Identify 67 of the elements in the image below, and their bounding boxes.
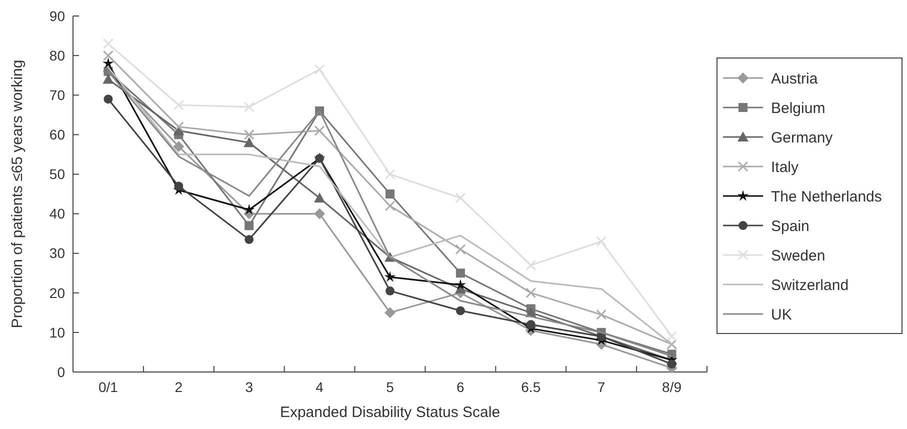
x-tick-label: 4 — [316, 379, 324, 395]
point — [526, 260, 536, 270]
y-tick-label: 20 — [49, 284, 66, 301]
x-axis-title: Expanded Disability Status Scale — [280, 404, 500, 421]
point — [244, 221, 254, 230]
point — [455, 244, 466, 255]
x-tick-label: 5 — [386, 379, 394, 395]
point — [102, 57, 114, 68]
point — [666, 339, 678, 350]
point — [244, 137, 255, 148]
legend-label: Austria — [771, 70, 818, 88]
point — [314, 192, 326, 202]
point — [526, 320, 536, 330]
point — [314, 125, 325, 136]
point — [173, 122, 184, 132]
point — [244, 234, 254, 244]
point — [174, 182, 184, 191]
point — [314, 64, 325, 75]
x-tick-label: 3 — [245, 379, 254, 395]
point — [102, 50, 114, 61]
point — [456, 268, 465, 278]
point — [596, 236, 607, 247]
x-tick-label: 2 — [174, 379, 183, 395]
point — [384, 168, 396, 180]
x-tick-label: 0/1 — [98, 379, 118, 395]
point — [456, 306, 465, 316]
y-tick-label: 80 — [49, 47, 66, 64]
y-axis-title: Proportion of patients ≤65 years working — [9, 60, 26, 328]
x-tick-label: 7 — [597, 379, 606, 395]
y-tick-label: 90 — [49, 8, 66, 24]
point — [386, 286, 394, 296]
y-tick-label: 10 — [49, 324, 66, 340]
legend-label: Switzerland — [771, 276, 849, 294]
point — [102, 38, 114, 49]
point — [666, 331, 678, 342]
point — [386, 190, 394, 198]
y-tick-label: 0 — [57, 364, 66, 380]
point — [244, 129, 254, 140]
point — [384, 271, 396, 282]
legend-label: Belgium — [771, 100, 826, 117]
legend-label: Spain — [771, 218, 810, 235]
legend-label: Germany — [771, 129, 834, 146]
point — [173, 100, 184, 110]
point — [104, 94, 113, 104]
y-tick-label: 70 — [49, 87, 66, 104]
legend-label: The Netherlands — [771, 188, 882, 206]
point — [596, 309, 607, 320]
x-tick-label: 6.5 — [521, 379, 541, 395]
point — [526, 288, 536, 298]
legend-label: Sweden — [771, 247, 826, 264]
legend-label: Italy — [771, 158, 800, 176]
point — [455, 192, 466, 204]
y-tick-label: 40 — [49, 206, 66, 222]
point — [244, 102, 254, 112]
point — [314, 208, 326, 220]
point — [384, 307, 396, 318]
point — [667, 360, 676, 369]
point — [173, 141, 184, 152]
y-tick-label: 30 — [49, 245, 66, 262]
point — [384, 200, 396, 212]
x-tick-label: 8/9 — [662, 379, 682, 395]
point — [454, 278, 466, 290]
x-tick-label: 6 — [456, 379, 465, 395]
y-tick-label: 50 — [49, 166, 66, 182]
legend-label: UK — [771, 306, 792, 324]
point — [102, 74, 114, 84]
y-tick-label: 60 — [49, 126, 66, 143]
